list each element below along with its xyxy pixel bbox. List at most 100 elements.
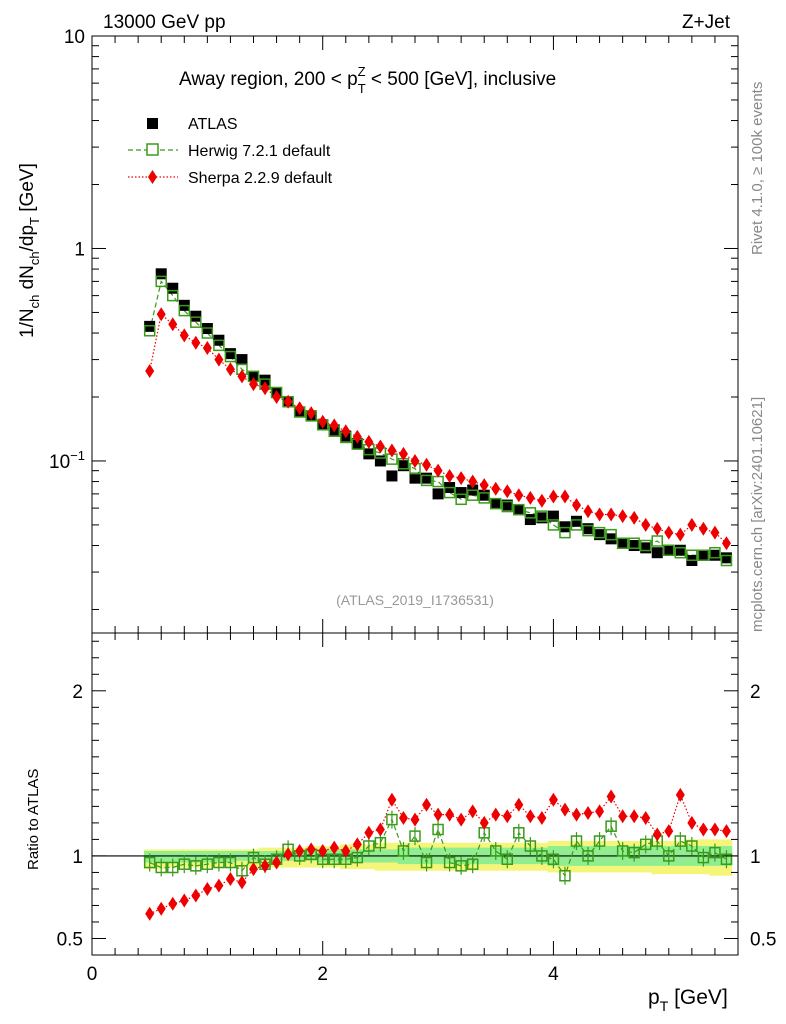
legend: ATLAS Herwig 7.2.1 default Sherpa 2.2.9 …	[128, 116, 333, 187]
mcplots-label: mcplots.cern.ch [arXiv:2401.10621]	[749, 397, 766, 632]
herwig-ratio-point	[709, 846, 721, 859]
process-label: Z+Jet	[682, 12, 731, 33]
sherpa-point	[283, 394, 293, 409]
herwig-point	[663, 544, 675, 556]
herwig-ratio-point	[628, 846, 640, 859]
sherpa-point	[433, 463, 443, 478]
sherpa-ratio-point	[214, 878, 224, 893]
sherpa-point	[179, 328, 189, 343]
herwig-ratio-point	[178, 858, 191, 870]
sherpa-point	[295, 401, 305, 416]
herwig-ratio-point	[616, 845, 629, 857]
sherpa-point	[456, 471, 466, 486]
atlas-point	[617, 537, 629, 549]
atlas-point	[640, 542, 652, 554]
sherpa-point	[306, 406, 316, 421]
herwig-ratio-point	[443, 856, 456, 869]
herwig-ratio-point	[409, 830, 421, 842]
sherpa-ratio-point	[225, 872, 235, 887]
atlas-point	[536, 512, 548, 524]
herwig-point	[593, 526, 606, 539]
sherpa-ratio-point	[352, 837, 362, 852]
sherpa-ratio-point	[145, 906, 155, 921]
y-tick-label: 1	[74, 239, 85, 260]
atlas-point	[248, 370, 259, 382]
sherpa-ratio-point	[387, 792, 397, 807]
sherpa-ratio-point	[260, 858, 270, 873]
sherpa-ratio-point	[364, 825, 374, 840]
herwig-ratio-point	[524, 840, 537, 852]
sherpa-ratio-point	[179, 893, 189, 908]
main-plot-panel: 10−1 1 10 Away region, 200 < pTZ < 500 [Ge…	[17, 27, 739, 634]
herwig-point	[570, 519, 583, 531]
atlas-point	[421, 472, 433, 484]
herwig-ratio-point	[351, 851, 364, 864]
y-axis-label: 1/Nch dNch/dpT [GeV]	[17, 163, 42, 338]
ratio-plot-frame	[91, 632, 739, 956]
reference-label: (ATLAS_2019_I1736531)	[336, 592, 494, 608]
sherpa-point	[560, 489, 570, 504]
sherpa-point	[145, 364, 155, 379]
sherpa-ratio-point	[191, 888, 201, 903]
herwig-ratio-point	[420, 856, 433, 869]
sherpa-ratio-point	[687, 815, 697, 830]
sherpa-point	[191, 335, 201, 350]
sherpa-point	[422, 457, 432, 472]
atlas-point	[547, 510, 559, 522]
sherpa-point	[168, 317, 178, 332]
sherpa-ratio-point	[272, 855, 282, 870]
sherpa-ratio-point	[629, 809, 639, 824]
herwig-ratio-point	[213, 856, 225, 869]
sherpa-ratio-point	[548, 792, 558, 807]
sherpa-point	[468, 474, 478, 489]
sherpa-ratio-point	[249, 862, 258, 877]
sherpa-ratio-point	[618, 809, 628, 824]
atlas-point	[571, 515, 582, 527]
herwig-ratio-point	[559, 869, 571, 882]
sherpa-point	[595, 507, 605, 522]
sherpa-point	[652, 521, 662, 536]
herwig-line	[149, 280, 727, 562]
sherpa-ratio-point	[652, 827, 662, 842]
herwig-point	[490, 497, 502, 510]
herwig-point	[547, 519, 560, 531]
herwig-point	[190, 316, 202, 328]
sherpa-ratio-point	[721, 824, 731, 839]
sherpa-point	[375, 439, 385, 454]
herwig-ratio-point	[432, 823, 444, 836]
herwig-ratio-point	[386, 813, 398, 826]
herwig-point	[651, 535, 663, 547]
herwig-ratio-point	[582, 850, 594, 862]
sherpa-ratio-point	[595, 804, 605, 819]
herwig-ratio-point	[155, 861, 167, 874]
herwig-ratio-point	[720, 853, 733, 865]
sherpa-ratio-point	[583, 805, 593, 820]
sherpa-point	[214, 352, 224, 367]
ratio-plot-panel: 0.5 0.5 1 1 2 2 0 2 4 Ratio to ATLAS pT [GeV]	[25, 632, 776, 1014]
sherpa-ratio-point	[710, 822, 720, 837]
atlas-point	[374, 455, 386, 467]
herwig-ratio-point	[201, 858, 214, 870]
herwig-ratio-point	[374, 836, 387, 849]
herwig-point	[686, 549, 698, 561]
atlas-point	[709, 549, 721, 561]
herwig-point	[513, 503, 525, 516]
herwig-point	[466, 489, 479, 501]
herwig-ratio-point	[167, 861, 179, 874]
sherpa-point	[156, 307, 166, 322]
herwig-ratio-point	[663, 850, 675, 862]
herwig-point	[420, 474, 433, 487]
sherpa-ratio-point	[456, 812, 466, 827]
herwig-point	[697, 549, 710, 561]
sherpa-ratio-point	[318, 843, 328, 858]
herwig-ratio-point	[639, 838, 652, 851]
atlas-point	[409, 472, 421, 484]
sherpa-ratio-point	[675, 787, 685, 802]
atlas-point	[524, 514, 536, 526]
atlas-point	[594, 529, 606, 541]
herwig-ratio-point	[536, 850, 548, 862]
herwig-point	[709, 546, 721, 559]
sherpa-ratio-point	[502, 809, 512, 824]
herwig-ratio-point	[674, 835, 687, 847]
sherpa-point	[710, 525, 720, 540]
